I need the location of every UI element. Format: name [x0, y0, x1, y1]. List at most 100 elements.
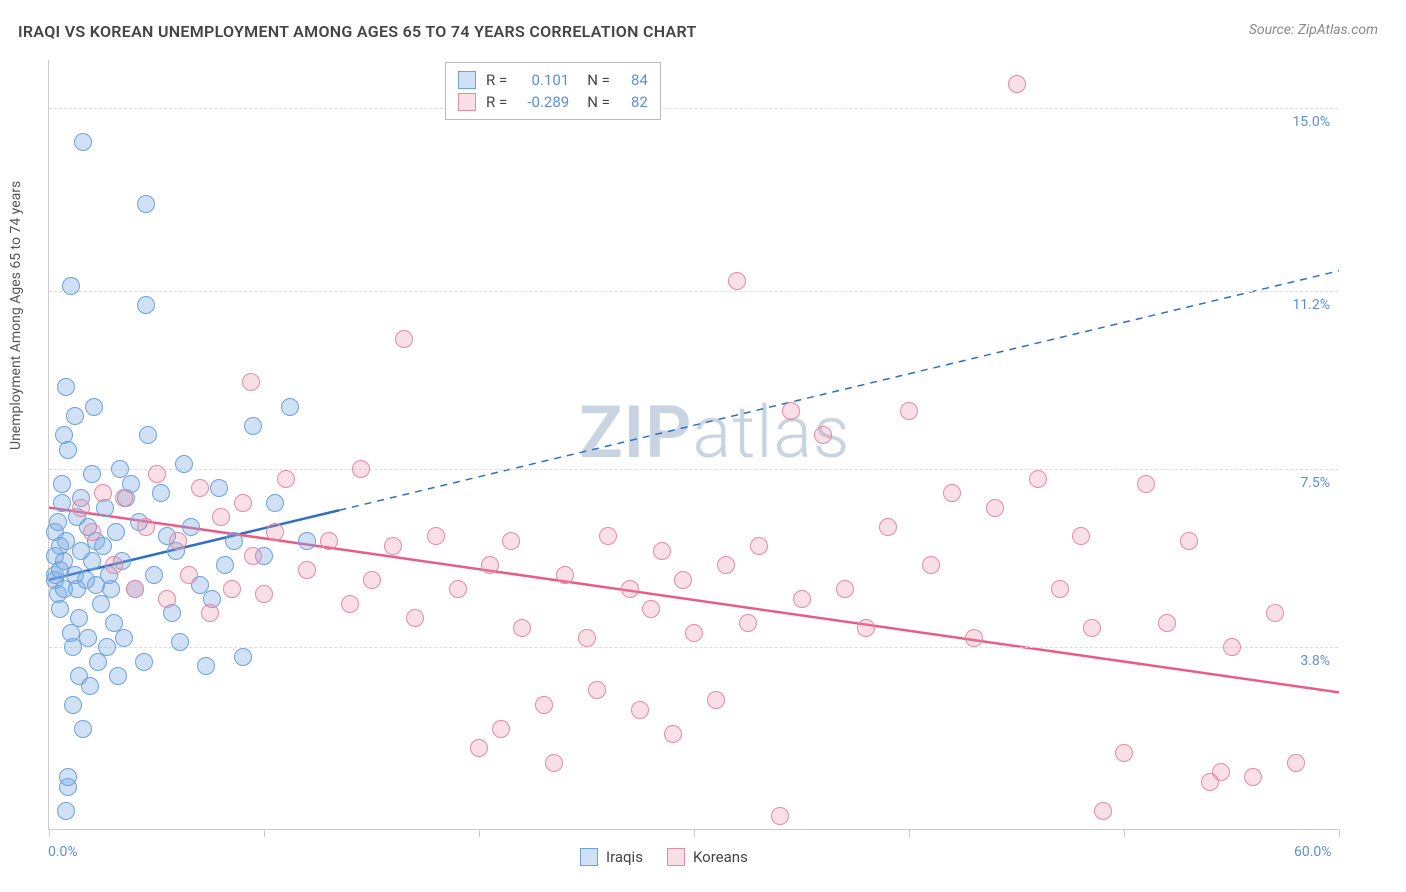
data-point: [674, 571, 692, 589]
data-point: [169, 532, 187, 550]
data-point: [139, 426, 157, 444]
data-point: [107, 523, 125, 541]
watermark: ZIPatlas: [579, 390, 851, 475]
data-point: [406, 609, 424, 627]
data-point: [1158, 614, 1176, 632]
data-point: [771, 807, 789, 825]
data-point: [191, 479, 209, 497]
stats-row: R =0.101N =84: [458, 69, 648, 91]
data-point: [266, 494, 284, 512]
gridline: [49, 469, 1338, 470]
data-point: [158, 590, 176, 608]
data-point: [53, 475, 71, 493]
data-point: [588, 681, 606, 699]
data-point: [216, 556, 234, 574]
series-swatch: [458, 71, 476, 89]
data-point: [1212, 763, 1230, 781]
data-point: [502, 532, 520, 550]
r-value: -0.289: [517, 91, 569, 113]
data-point: [145, 566, 163, 584]
data-point: [922, 556, 940, 574]
legend-swatch: [667, 848, 685, 866]
data-point: [225, 532, 243, 550]
data-point: [79, 629, 97, 647]
data-point: [59, 768, 77, 786]
y-tick-label: 15.0%: [1292, 114, 1330, 130]
data-point: [49, 513, 67, 531]
data-point: [1029, 470, 1047, 488]
data-point: [470, 739, 488, 757]
data-point: [212, 508, 230, 526]
data-point: [1137, 475, 1155, 493]
data-point: [175, 455, 193, 473]
data-point: [900, 402, 918, 420]
data-point: [94, 484, 112, 502]
data-point: [298, 561, 316, 579]
data-point: [793, 590, 811, 608]
correlation-stats-box: R =0.101N =84R =-0.289N =82: [445, 62, 661, 120]
data-point: [492, 720, 510, 738]
data-point: [427, 527, 445, 545]
x-tick: [909, 829, 910, 837]
data-point: [352, 460, 370, 478]
chart-container: IRAQI VS KOREAN UNEMPLOYMENT AMONG AGES …: [0, 0, 1406, 892]
data-point: [152, 484, 170, 502]
data-point: [182, 518, 200, 536]
legend-swatch: [580, 848, 598, 866]
trend-lines: [49, 60, 1339, 830]
data-point: [81, 677, 99, 695]
data-point: [717, 556, 735, 574]
data-point: [59, 441, 77, 459]
y-tick-label: 3.8%: [1300, 653, 1330, 669]
legend-label: Iraqis: [606, 848, 643, 866]
data-point: [653, 542, 671, 560]
data-point: [1083, 619, 1101, 637]
data-point: [64, 696, 82, 714]
data-point: [266, 523, 284, 541]
data-point: [965, 629, 983, 647]
x-axis-min-label: 0.0%: [48, 844, 78, 860]
data-point: [72, 499, 90, 517]
series-swatch: [458, 93, 476, 111]
stats-row: R =-0.289N =82: [458, 91, 648, 113]
data-point: [664, 725, 682, 743]
data-point: [1266, 604, 1284, 622]
data-point: [879, 518, 897, 536]
data-point: [137, 518, 155, 536]
data-point: [83, 465, 101, 483]
data-point: [513, 619, 531, 637]
data-point: [102, 580, 120, 598]
data-point: [685, 624, 703, 642]
data-point: [201, 604, 219, 622]
legend: Iraqis Koreans: [580, 848, 748, 866]
data-point: [105, 556, 123, 574]
data-point: [578, 629, 596, 647]
data-point: [1008, 75, 1026, 93]
data-point: [171, 633, 189, 651]
data-point: [739, 614, 757, 632]
data-point: [242, 373, 260, 391]
data-point: [255, 585, 273, 603]
data-point: [384, 537, 402, 555]
legend-item: Iraqis: [580, 848, 643, 866]
data-point: [395, 330, 413, 348]
data-point: [1287, 754, 1305, 772]
data-point: [98, 638, 116, 656]
r-value: 0.101: [517, 69, 569, 91]
x-axis-max-label: 60.0%: [1294, 844, 1332, 860]
data-point: [986, 499, 1004, 517]
data-point: [74, 720, 92, 738]
data-point: [943, 484, 961, 502]
y-tick-label: 7.5%: [1300, 475, 1330, 491]
data-point: [223, 580, 241, 598]
x-tick: [1124, 829, 1125, 837]
data-point: [115, 629, 133, 647]
gridline: [49, 291, 1338, 292]
data-point: [126, 580, 144, 598]
x-tick: [264, 829, 265, 837]
data-point: [137, 296, 155, 314]
n-value: 82: [620, 91, 648, 113]
y-tick-label: 11.2%: [1292, 297, 1330, 313]
data-point: [70, 609, 88, 627]
legend-label: Koreans: [693, 848, 748, 866]
